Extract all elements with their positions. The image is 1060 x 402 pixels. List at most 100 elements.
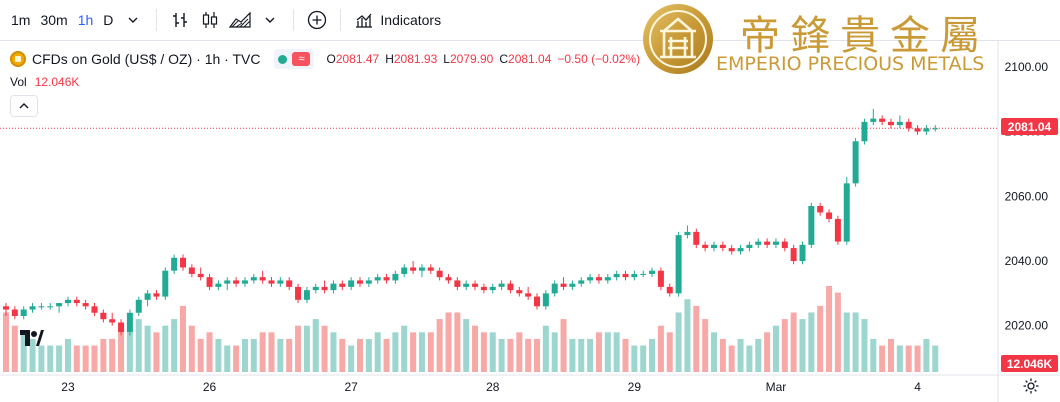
volume-bar (799, 319, 806, 372)
volume-bar (357, 338, 363, 372)
candle-body (507, 283, 514, 291)
candle-body (303, 290, 310, 300)
candle-body (233, 280, 240, 284)
candle-body (357, 280, 363, 284)
candle-body (879, 118, 886, 122)
price-chart[interactable]: 2100.002080.002060.002040.002020.0023262… (0, 41, 1060, 402)
candle-body (312, 286, 319, 291)
tradingview-logo-icon[interactable] (20, 330, 44, 353)
candle-body (286, 280, 293, 287)
candle-body (808, 206, 815, 245)
volume-bar (410, 332, 417, 372)
chevron-down-icon[interactable] (258, 8, 282, 32)
volume-bar (595, 332, 602, 372)
volume-bar (719, 338, 726, 372)
volume-bar (923, 338, 930, 372)
volume-bar (693, 305, 700, 372)
volume-bar (303, 325, 310, 372)
volume-bar (932, 345, 939, 372)
bar-chart-type-icon[interactable] (168, 8, 192, 32)
candle-body (569, 283, 576, 287)
logo-chinese-text: 帝鋒貴金屬 (740, 13, 990, 59)
price-tick-label: 2060.00 (1005, 189, 1049, 203)
candles-chart-type-icon[interactable] (198, 8, 222, 32)
candle-body (604, 277, 611, 281)
close-value: 2081.04 (508, 52, 552, 66)
area-chart-type-icon[interactable] (228, 8, 252, 32)
candle-body (684, 231, 691, 236)
volume-bar (241, 338, 248, 372)
price-tick-label: 2100.00 (1005, 60, 1049, 74)
wave-icon: ≈ (292, 52, 311, 66)
volume-bar (746, 345, 753, 372)
volume-bar (834, 292, 841, 372)
candle-body (82, 303, 89, 307)
indicators-button[interactable]: Indicators (349, 7, 446, 33)
candle-body (702, 244, 709, 249)
interval-1h-button[interactable]: 1h (77, 12, 94, 28)
candle-body (781, 241, 788, 249)
low-label: L (443, 52, 450, 66)
candle-body (277, 280, 284, 284)
volume-bar (772, 325, 779, 372)
add-compare-icon[interactable] (305, 8, 329, 32)
top-toolbar: 1m 30m 1h D Indicators (0, 0, 1060, 41)
chevron-down-icon[interactable] (121, 8, 145, 32)
market-status-pill[interactable]: ≈ (274, 49, 315, 69)
candle-body (365, 280, 372, 284)
volume-bar (781, 319, 788, 372)
candle-body (693, 231, 700, 245)
volume-bar (436, 319, 443, 372)
volume-bar (640, 345, 647, 372)
collapse-legend-button[interactable] (10, 95, 38, 117)
volume-tag: 12.046K (1001, 355, 1058, 372)
volume-bar (215, 338, 222, 372)
interval-d-button[interactable]: D (103, 12, 114, 28)
indicators-label: Indicators (380, 12, 442, 28)
volume-bar (587, 338, 594, 372)
volume-bar (728, 345, 735, 372)
volume-bar (277, 338, 284, 372)
volume-bar (286, 338, 293, 372)
interval-30m-button[interactable]: 30m (40, 12, 68, 28)
volume-bar (20, 332, 27, 372)
candle-body (914, 128, 921, 132)
candle-body (888, 121, 894, 126)
volume-bar (817, 305, 824, 372)
candle-body (657, 270, 664, 287)
symbol-legend: CFDs on Gold (US$ / OZ) · 1h · TVC ≈ O20… (10, 49, 640, 69)
volume-bar (29, 338, 36, 372)
low-value: 2079.90 (449, 52, 494, 66)
candle-body (534, 296, 540, 307)
open-value: 2081.47 (335, 52, 380, 66)
volume-bar (268, 332, 275, 372)
volume-bar (737, 338, 744, 372)
candle-body (330, 283, 337, 291)
interval-1m-button[interactable]: 1m (11, 12, 31, 28)
symbol-title[interactable]: CFDs on Gold (US$ / OZ) · 1h · TVC (32, 51, 261, 67)
chart-area[interactable]: 2100.002080.002060.002040.002020.0023262… (0, 41, 1060, 402)
candle-body (20, 309, 27, 316)
volume-bar (295, 325, 302, 372)
candle-body (852, 141, 859, 184)
candle-body (3, 306, 9, 310)
candle-body (180, 257, 186, 268)
volume-bar (233, 345, 240, 372)
volume-bar (604, 332, 611, 372)
volume-legend: Vol 12.046K (10, 75, 79, 89)
volume-bar (454, 312, 461, 372)
volume-bar (259, 332, 266, 372)
candle-body (224, 280, 231, 284)
volume-bar (649, 338, 656, 372)
volume-bar (392, 332, 399, 372)
candle-body (295, 286, 302, 300)
emperio-logo: 帝鋒貴金屬 EMPERIO PRECIOUS METALS (640, 1, 1020, 77)
settings-gear-icon[interactable] (1022, 377, 1040, 400)
volume-bar (896, 345, 903, 372)
volume-bar (489, 332, 496, 372)
candle-body (153, 293, 160, 297)
volume-bar (118, 332, 125, 372)
price-tick-label: 2040.00 (1005, 254, 1049, 268)
candle-body (631, 273, 638, 278)
candle-body (551, 283, 558, 294)
